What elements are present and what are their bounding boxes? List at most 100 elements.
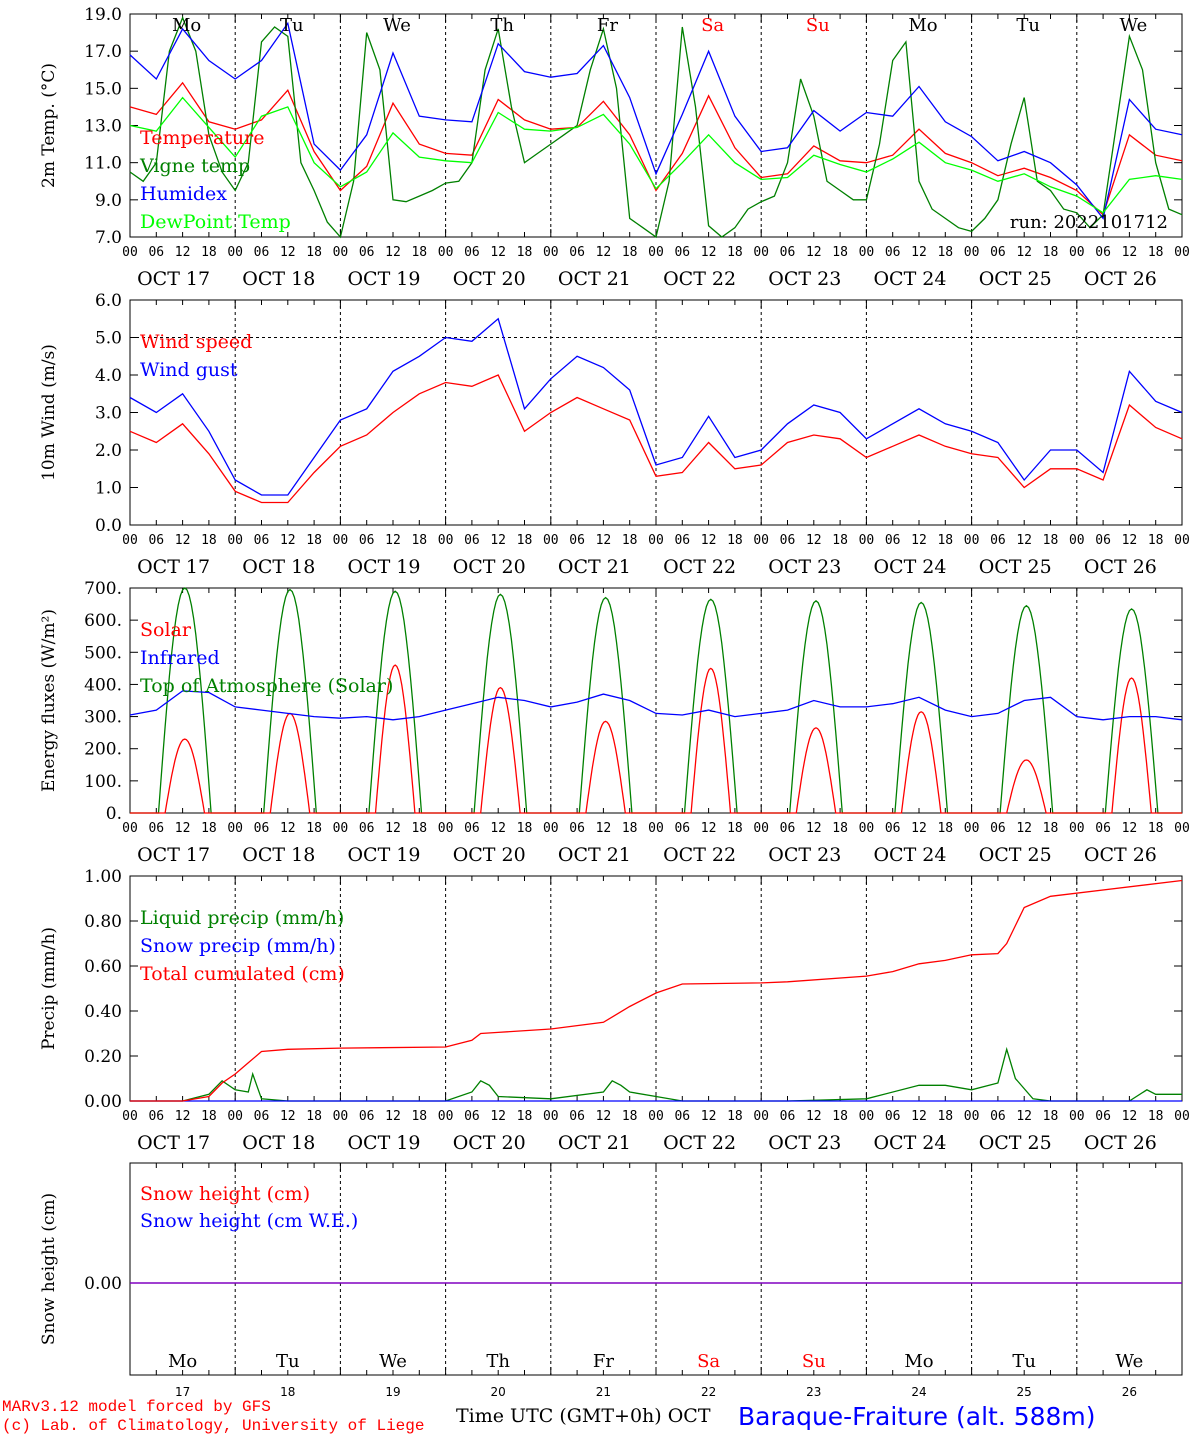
- panel-3-date-label: OCT 24: [873, 844, 946, 866]
- panel-2-hour-label: 12: [701, 533, 717, 548]
- panel-2-hour-label: 12: [175, 533, 191, 548]
- panel-2-date-label: OCT 19: [347, 556, 420, 578]
- panel-4-date-label: OCT 19: [347, 1132, 420, 1154]
- panel-2-y-tick-label: 1.0: [95, 479, 122, 499]
- panel-1-hour-label: 18: [937, 245, 953, 260]
- panel-4-y-tick-label: 0.40: [84, 1002, 122, 1022]
- panel-3-y-tick-label: 600.: [84, 611, 122, 631]
- run-label: run: 2022101712: [1010, 212, 1168, 233]
- panel-3-y-tick-label: 200.: [84, 740, 122, 760]
- panel-2-hour-label: 00: [122, 533, 138, 548]
- panel-3-hour-label: 00: [753, 821, 769, 836]
- panel-1-hour-label: 18: [727, 245, 743, 260]
- panel-2-hour-label: 18: [306, 533, 322, 548]
- panel-2-hour-label: 18: [622, 533, 638, 548]
- panel-4-date-label: OCT 22: [663, 1132, 736, 1154]
- panel-1-hour-label: 18: [622, 245, 638, 260]
- panel-4-hour-label: 00: [1069, 1109, 1085, 1124]
- panel-4-hour-label: 12: [385, 1109, 401, 1124]
- panel-2-hour-label: 00: [438, 533, 454, 548]
- panel-4-hour-label: 00: [1174, 1109, 1190, 1124]
- panel-1-date-label: OCT 25: [979, 268, 1052, 290]
- panel-3-hour-label: 06: [885, 821, 901, 836]
- panel-3-hour-label: 06: [464, 821, 480, 836]
- panel-1-series-temperature: [129, 81, 1183, 216]
- panel-1-date-label: OCT 21: [558, 268, 631, 290]
- panel-1-frame: [129, 13, 1183, 238]
- panel-2-hour-label: 06: [780, 533, 796, 548]
- panel-2-hour-label: 12: [1016, 533, 1032, 548]
- day-name-bottom: Mo: [168, 1351, 197, 1372]
- panel-4-legend-snow-precip-mm-h: Snow precip (mm/h): [140, 935, 336, 957]
- panel-1-y-tick-label: 9.0: [95, 191, 122, 211]
- panel-1-hour-label: 06: [359, 245, 375, 260]
- panel-3-hour-label: 18: [201, 821, 217, 836]
- panel-1-legend-temperature: Temperature: [140, 127, 264, 149]
- panel-4-hour-label: 12: [1122, 1109, 1138, 1124]
- panel-2-hour-label: 06: [674, 533, 690, 548]
- day-name-top: Sa: [701, 15, 724, 36]
- panel-1-hour-label: 00: [753, 245, 769, 260]
- day-name-top: Mo: [908, 15, 937, 36]
- panel-1-series-vigne-temp: [129, 15, 1183, 239]
- panel-3-date-label: OCT 21: [558, 844, 631, 866]
- panel-3-hour-label: 18: [306, 821, 322, 836]
- panel-4-hour-label: 00: [438, 1109, 454, 1124]
- panel-1-hour-label: 12: [1016, 245, 1032, 260]
- panel-1-hour-label: 00: [543, 245, 559, 260]
- panel-1-hour-label: 06: [885, 245, 901, 260]
- panel-4-hour-label: 18: [1148, 1109, 1164, 1124]
- panel-2-hour-label: 18: [1043, 533, 1059, 548]
- panel-1-date-label: OCT 23: [768, 268, 841, 290]
- panel-1-date-label: OCT 20: [453, 268, 526, 290]
- panel-3-hour-label: 12: [1122, 821, 1138, 836]
- panel-3-hour-label: 06: [780, 821, 796, 836]
- panel-2-date-label: OCT 24: [873, 556, 946, 578]
- panel-3-hour-label: 00: [859, 821, 875, 836]
- panel-4-hour-label: 00: [648, 1109, 664, 1124]
- panel-2-date-label: OCT 22: [663, 556, 736, 578]
- panel-3-hour-label: 18: [622, 821, 638, 836]
- panel-4-hour-label: 00: [122, 1109, 138, 1124]
- panel-3-legend-infrared: Infrared: [140, 647, 220, 669]
- panel-1-hour-label: 12: [1122, 245, 1138, 260]
- day-name-top: Th: [490, 15, 514, 36]
- panel-4-y-tick-label: 1.00: [84, 867, 122, 887]
- panel-4-series-liquid-precip-mm-h-: [130, 1046, 1182, 1102]
- panel-2-hour-label: 06: [148, 533, 164, 548]
- panel-2-date-label: OCT 18: [242, 556, 315, 578]
- panel-5-y-axis-label: Snow height (cm): [39, 1193, 59, 1345]
- panel-2-hour-label: 12: [1122, 533, 1138, 548]
- panel-1-hour-label: 18: [1148, 245, 1164, 260]
- panel-3-hour-label: 06: [674, 821, 690, 836]
- panel-4-hour-label: 06: [148, 1109, 164, 1124]
- panel-3-hour-label: 00: [543, 821, 559, 836]
- panel-3-date-label: OCT 19: [347, 844, 420, 866]
- model-credit-line-1: MARv3.12 model forced by GFS: [2, 1398, 271, 1416]
- panel-1-hour-label: 18: [306, 245, 322, 260]
- panel-4-hour-label: 12: [806, 1109, 822, 1124]
- panel-4-hour-label: 18: [411, 1109, 427, 1124]
- panel-1-hour-label: 06: [464, 245, 480, 260]
- panel-2-series-wind-speed: [129, 374, 1183, 504]
- panel-4-hour-label: 06: [1095, 1109, 1111, 1124]
- panel-3-hour-label: 12: [280, 821, 296, 836]
- panel-5-legend-snow-height-cm-w-e: Snow height (cm W.E.): [140, 1210, 358, 1232]
- panel-1-hour-label: 06: [674, 245, 690, 260]
- panel-1-hour-label: 06: [254, 245, 270, 260]
- panel-3-y-tick-label: 300.: [84, 708, 122, 728]
- panel-2-hour-label: 06: [254, 533, 270, 548]
- day-name-bottom: Sa: [697, 1351, 720, 1372]
- panel-2-hour-label: 18: [832, 533, 848, 548]
- panel-4-hour-label: 06: [464, 1109, 480, 1124]
- day-name-top: Fr: [597, 15, 618, 36]
- panel-1-date-label: OCT 17: [137, 268, 210, 290]
- day-name-bottom: Tu: [1012, 1351, 1036, 1372]
- panel-2-hour-label: 12: [280, 533, 296, 548]
- panel-2-date-label: OCT 20: [453, 556, 526, 578]
- panel-4-hour-label: 06: [569, 1109, 585, 1124]
- panel-4-date-label: OCT 18: [242, 1132, 315, 1154]
- panel-1-hour-label: 00: [122, 245, 138, 260]
- panel-1-y-tick-label: 17.0: [84, 42, 122, 62]
